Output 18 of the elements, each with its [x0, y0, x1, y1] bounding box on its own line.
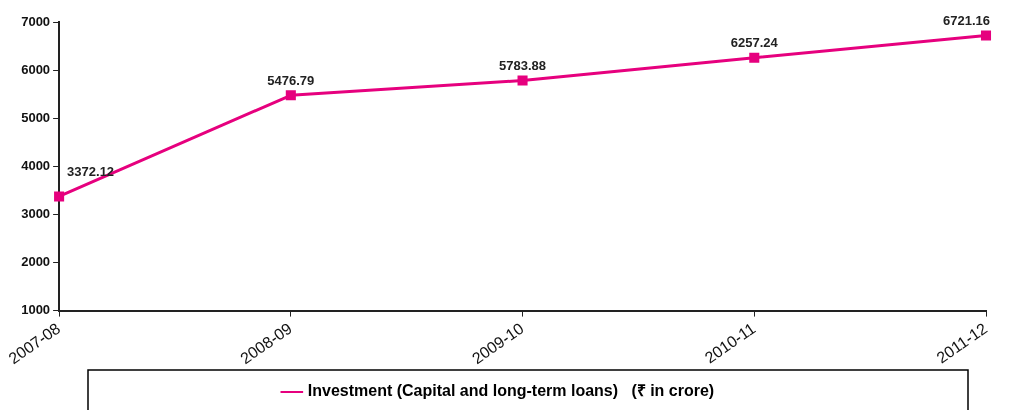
data-label: 6721.16: [943, 12, 990, 28]
y-tick-label: 5000: [21, 109, 51, 125]
point: [749, 52, 760, 63]
data-label: 5476.79: [267, 72, 315, 88]
data-label: 3372.12: [67, 164, 115, 180]
y-tick-label: 2000: [21, 254, 51, 270]
point: [517, 75, 528, 86]
point: [54, 191, 65, 202]
y-tick-label: 4000: [21, 157, 51, 173]
point: [285, 90, 296, 101]
y-tick-label: 6000: [21, 61, 51, 77]
point: [980, 30, 992, 41]
y-tick-label: 1000: [21, 302, 51, 318]
data-label: 5783.88: [499, 58, 547, 74]
y-tick-label: 7000: [21, 13, 51, 29]
legend-label: Investment (Capital and long-term loans) (₹ in crore): [307, 382, 715, 400]
y-tick-label: 3000: [21, 205, 51, 221]
data-label: 6257.24: [730, 35, 779, 51]
